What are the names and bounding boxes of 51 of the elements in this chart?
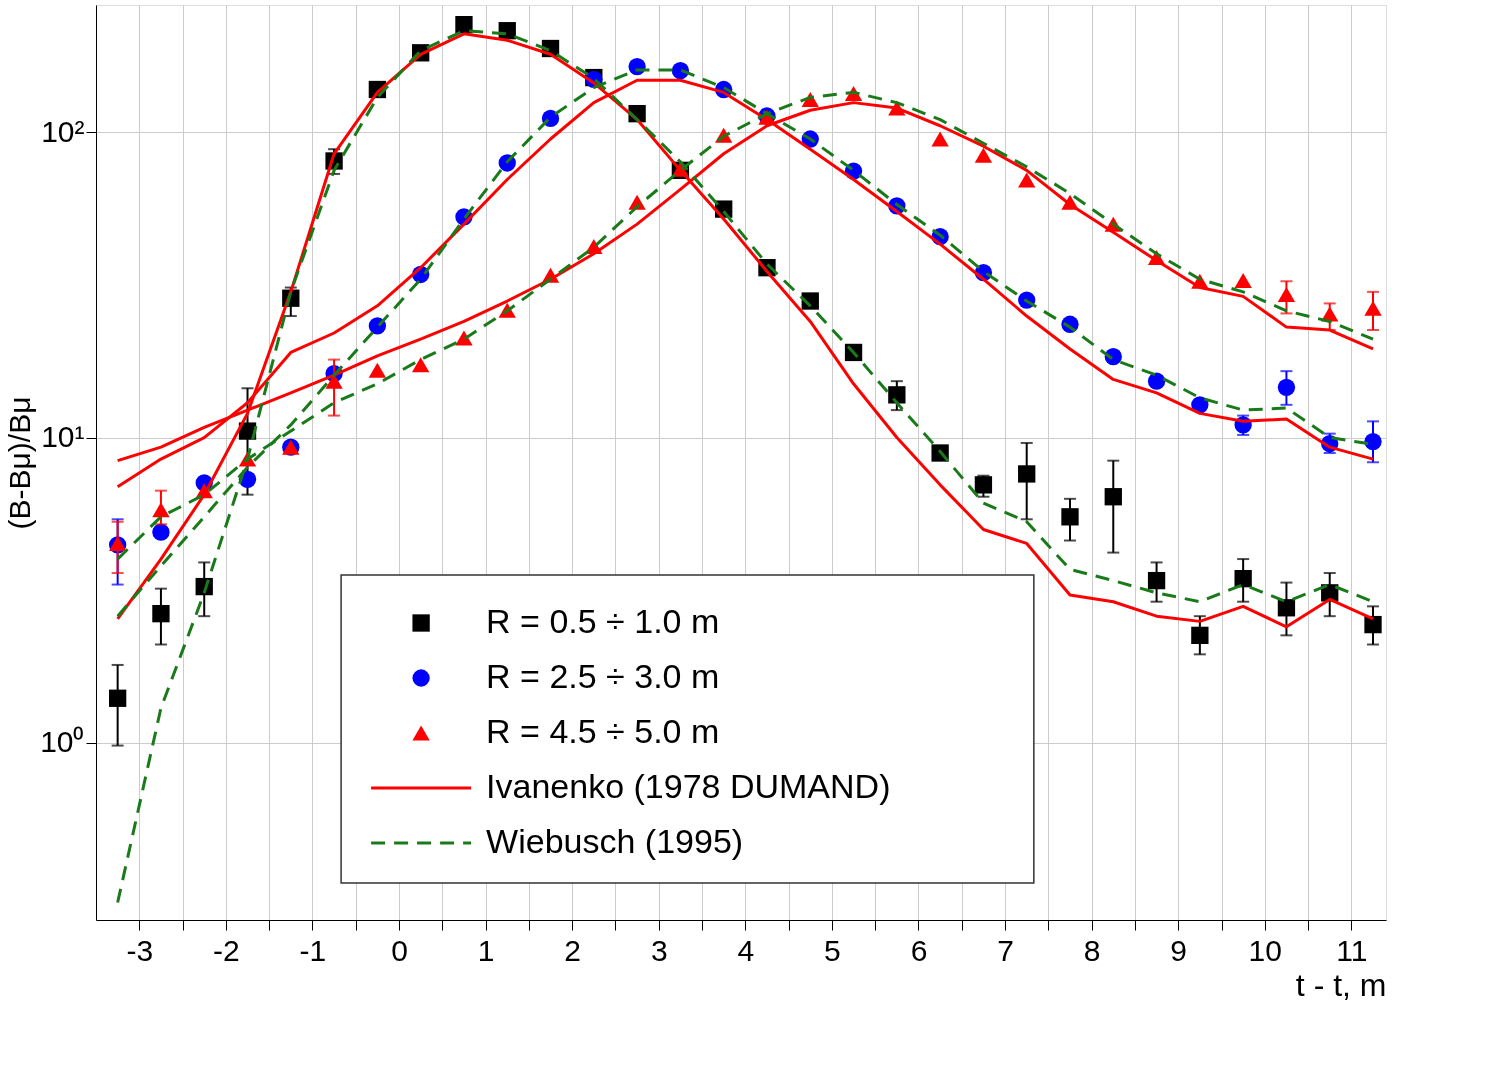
y-axis-title: (B-Bμ)/Bμ: [3, 396, 37, 530]
x-tick-label: 11: [1336, 933, 1368, 967]
point: [1234, 272, 1252, 288]
x-tick-label: 2: [564, 933, 582, 967]
point: [1191, 626, 1209, 645]
point: [455, 16, 473, 34]
x-axis-title: t - t, m: [1295, 966, 1387, 1003]
point: [974, 147, 993, 163]
x-tick-label: 6: [910, 933, 928, 967]
point: [412, 357, 430, 373]
point: [152, 502, 170, 518]
legend-label: Ivanenko (1978 DUMAND): [486, 767, 891, 805]
x-tick-label: -1: [299, 933, 327, 967]
point: [1234, 570, 1252, 588]
point: [1364, 615, 1382, 634]
legend-label: R = 2.5 ÷ 3.0 m: [486, 657, 720, 695]
point: [1018, 172, 1036, 188]
y-tick-label: 10¹: [41, 420, 85, 454]
point: [1277, 378, 1296, 397]
x-tick-label: 0: [391, 933, 408, 967]
point: [368, 362, 387, 378]
point: [1018, 465, 1036, 483]
x-tick-label: -3: [126, 933, 154, 967]
point: [1364, 432, 1382, 451]
point: [1104, 488, 1122, 506]
y-tick-label: 10⁰: [40, 725, 85, 759]
x-tick-label: 10: [1248, 933, 1282, 967]
point: [974, 476, 993, 494]
point: [888, 386, 906, 404]
point: [1147, 571, 1166, 590]
point: [931, 131, 949, 147]
y-tick-label: 10²: [41, 114, 85, 148]
x-tick-label: 7: [997, 933, 1014, 967]
point: [1277, 287, 1296, 303]
point: [1364, 300, 1382, 316]
point: [1061, 508, 1079, 526]
x-tick-label: 5: [824, 933, 841, 967]
legend-label: R = 4.5 ÷ 5.0 m: [486, 712, 720, 750]
x-tick-label: 3: [650, 933, 668, 967]
point: [152, 523, 170, 541]
x-tick-label: 9: [1170, 933, 1188, 967]
x-tick-label: 8: [1083, 933, 1101, 967]
x-tick-label: 4: [737, 933, 755, 967]
x-tick-label: 1: [477, 933, 495, 967]
legend-label: R = 0.5 ÷ 1.0 m: [486, 602, 720, 640]
point: [1277, 599, 1296, 617]
legend-label: Wiebusch (1995): [486, 822, 744, 860]
point: [108, 689, 127, 707]
point: [152, 605, 170, 623]
x-tick-label: -2: [213, 933, 240, 967]
point: [1147, 372, 1166, 390]
